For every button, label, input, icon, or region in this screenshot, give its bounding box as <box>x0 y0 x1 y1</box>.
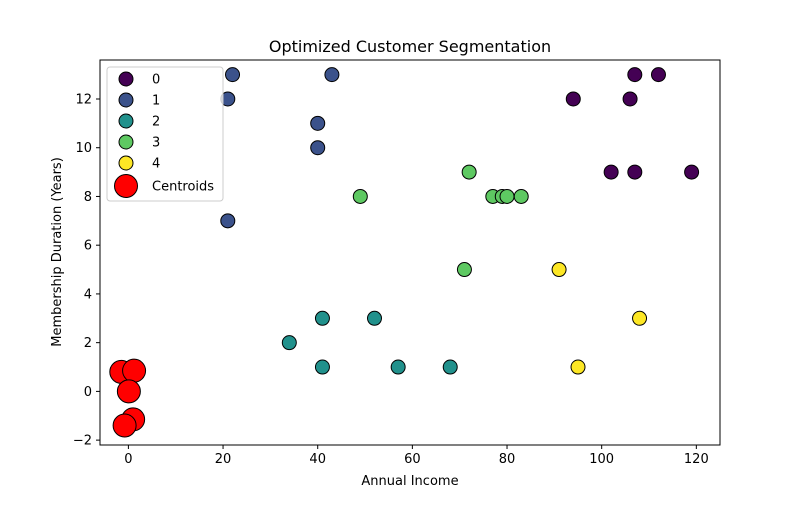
x-tick-label: 80 <box>499 452 516 467</box>
legend-label-3: 3 <box>152 136 160 151</box>
x-axis-label: Annual Income <box>361 474 458 489</box>
cluster-3-point-1 <box>352 188 368 204</box>
cluster-0-point-6 <box>684 164 700 180</box>
series-2 <box>281 310 458 375</box>
legend-marker-1 <box>118 92 134 108</box>
cluster-4-point-0 <box>551 262 567 278</box>
y-tick-label: 0 <box>84 385 92 400</box>
y-axis: −2 0 2 4 6 8 10 12 <box>73 92 100 449</box>
cluster-2-point-1 <box>314 310 330 326</box>
y-tick-label: 12 <box>75 92 92 107</box>
cluster-2-point-3 <box>314 359 330 375</box>
legend-box <box>106 66 224 202</box>
cluster-3-point-6 <box>456 262 472 278</box>
centroid-point-2 <box>116 379 141 404</box>
legend-label-centroids: Centroids <box>152 180 214 195</box>
plot-frame <box>99 59 721 446</box>
x-tick-label: 100 <box>589 452 614 467</box>
legend: 0 1 2 3 4 Centroids <box>106 66 224 202</box>
legend-label-0: 0 <box>152 73 160 88</box>
cluster-2-point-4 <box>390 359 406 375</box>
y-axis-label: Membership Duration (Years) <box>50 157 65 347</box>
cluster-3-point-0 <box>461 164 477 180</box>
x-tick-label: 60 <box>404 452 421 467</box>
cluster-3-point-5 <box>513 188 529 204</box>
y-tick-label: −2 <box>73 434 92 449</box>
cluster-4-point-2 <box>570 359 586 375</box>
points-layer <box>109 67 700 438</box>
cluster-2-point-0 <box>281 335 297 351</box>
series-0 <box>565 67 700 180</box>
legend-label-4: 4 <box>152 157 160 172</box>
series-1 <box>220 67 340 229</box>
legend-label-2: 2 <box>152 115 160 130</box>
y-tick-label: 8 <box>84 190 92 205</box>
cluster-0-point-5 <box>627 164 643 180</box>
x-tick-label: 40 <box>309 452 326 467</box>
cluster-1-point-3 <box>310 115 326 131</box>
cluster-1-point-1 <box>324 67 340 83</box>
y-tick-label: 6 <box>84 239 92 254</box>
legend-marker-2 <box>118 113 134 129</box>
cluster-0-point-2 <box>627 67 643 83</box>
cluster-1-point-5 <box>220 213 236 229</box>
cluster-0-point-1 <box>622 91 638 107</box>
series-5 <box>109 358 147 438</box>
centroid-point-1 <box>122 358 147 383</box>
legend-label-1: 1 <box>152 94 160 109</box>
y-tick-label: 2 <box>84 336 92 351</box>
series-4 <box>551 262 648 375</box>
centroid-point-4 <box>112 413 137 438</box>
legend-marker-3 <box>118 134 134 150</box>
cluster-4-point-1 <box>632 310 648 326</box>
y-tick-label: 4 <box>84 287 92 302</box>
legend-marker-4 <box>118 155 134 171</box>
legend-marker-centroids <box>114 174 138 198</box>
cluster-0-point-4 <box>603 164 619 180</box>
y-tick-label: 10 <box>75 141 92 156</box>
x-axis: 0 20 40 60 80 100 120 <box>124 445 709 467</box>
x-tick-label: 0 <box>124 452 132 467</box>
cluster-2-point-2 <box>367 310 383 326</box>
cluster-0-point-0 <box>565 91 581 107</box>
cluster-2-point-5 <box>442 359 458 375</box>
x-tick-label: 120 <box>684 452 709 467</box>
legend-marker-0 <box>118 71 134 87</box>
cluster-1-point-0 <box>225 67 241 83</box>
cluster-1-point-4 <box>310 140 326 156</box>
chart-title: Optimized Customer Segmentation <box>269 37 551 56</box>
cluster-3-point-4 <box>499 188 515 204</box>
series-3 <box>352 164 529 278</box>
x-tick-label: 20 <box>215 452 232 467</box>
cluster-0-point-3 <box>650 67 666 83</box>
